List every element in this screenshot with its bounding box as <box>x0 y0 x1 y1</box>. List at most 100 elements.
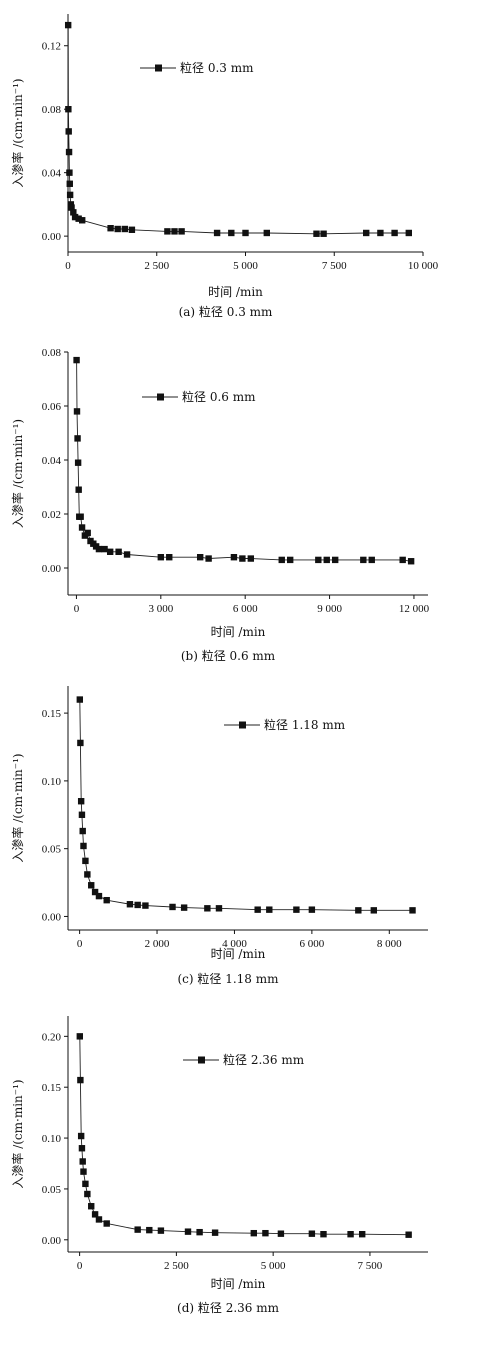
data-point <box>121 225 128 233</box>
x-tick-label: 6 000 <box>299 938 324 950</box>
data-point <box>126 901 134 908</box>
data-point <box>157 1227 165 1234</box>
data-point <box>277 1230 285 1237</box>
x-tick-label: 10 000 <box>408 260 439 272</box>
chart-panel-4: 0 2 500 5 000 7 500 0.00 0.05 0.10 0.15 0.20 入渗率 … <box>10 1016 428 1315</box>
data-point <box>68 204 75 211</box>
data-point <box>166 554 173 561</box>
data-point <box>114 225 121 233</box>
data-point <box>228 229 235 237</box>
y-tick-label: 0.20 <box>42 1031 62 1043</box>
data-point <box>95 545 103 553</box>
data-point <box>196 554 204 561</box>
data-point <box>250 1229 258 1237</box>
data-point <box>75 486 82 493</box>
data-point <box>82 1180 89 1188</box>
legend-label: 粒径 0.3 mm <box>180 60 254 75</box>
data-point <box>106 548 114 555</box>
panel-caption: (c) 粒径 1.18 mm <box>177 971 279 986</box>
y-tick-label: 0.00 <box>42 1235 62 1247</box>
data-point <box>266 906 273 913</box>
x-tick-label: 0 <box>74 603 80 615</box>
y-tick-label: 0.15 <box>42 708 62 720</box>
x-axis-label: 时间 /min <box>211 625 266 639</box>
data-point <box>78 1145 86 1152</box>
data-point <box>128 226 136 233</box>
data-point <box>82 857 89 865</box>
data-point <box>79 217 86 224</box>
data-point <box>66 169 73 176</box>
data-point <box>205 555 212 562</box>
data-point <box>66 191 74 199</box>
data-point <box>204 905 211 912</box>
y-tick-label: 0.12 <box>42 41 61 53</box>
data-point <box>65 148 73 156</box>
data-point <box>320 230 327 237</box>
y-tick-label: 0.10 <box>42 776 62 788</box>
data-point <box>73 408 81 415</box>
data-point <box>247 555 255 562</box>
data-point <box>331 556 339 564</box>
data-point <box>377 229 384 237</box>
x-tick-label: 9 000 <box>317 603 342 615</box>
x-axis-label: 时间 /min <box>211 947 266 961</box>
data-point <box>178 228 185 235</box>
data-point <box>95 1216 103 1223</box>
data-point <box>74 435 81 442</box>
x-tick-label: 2 500 <box>144 260 169 272</box>
x-tick-label: 5 000 <box>233 260 258 272</box>
data-point <box>80 842 87 850</box>
data-point <box>308 1230 316 1237</box>
x-tick-label: 2 500 <box>164 1260 189 1272</box>
panel-caption: (a) 粒径 0.3 mm <box>179 304 273 319</box>
data-point <box>320 1230 327 1238</box>
data-point <box>66 180 73 187</box>
data-point <box>78 524 86 531</box>
legend-label: 粒径 0.6 mm <box>182 389 256 404</box>
data-point <box>103 1220 110 1227</box>
data-point <box>263 229 270 237</box>
data-point <box>95 892 103 900</box>
chart-panel-1: 0 2 500 5 000 7 500 10 000 0.00 0.04 0.08 0.12 入渗… <box>10 14 439 319</box>
data-point <box>347 1230 354 1238</box>
x-tick-label: 12 000 <box>399 603 430 615</box>
data-point <box>278 556 285 564</box>
y-tick-label: 0.15 <box>42 1082 62 1094</box>
x-tick-label: 4 000 <box>222 938 247 950</box>
data-point <box>75 215 82 222</box>
data-point <box>77 1132 85 1140</box>
x-axis-label: 时间 /min <box>211 1277 266 1291</box>
data-point <box>84 1190 91 1198</box>
data-point <box>91 888 99 896</box>
data-point <box>407 558 415 565</box>
y-tick-label: 0.00 <box>42 563 62 575</box>
y-tick-label: 0.08 <box>42 347 62 359</box>
data-point <box>77 798 85 805</box>
data-point <box>115 548 122 555</box>
data-point <box>103 896 110 904</box>
y-axis-label: 入渗率 /(cm·min⁻¹) <box>10 1079 25 1188</box>
data-point <box>91 1211 99 1218</box>
x-axis-label: 时间 /min <box>208 285 263 299</box>
data-point <box>134 1226 141 1233</box>
x-tick-label: 0 <box>77 938 83 950</box>
data-point <box>230 554 238 561</box>
data-point <box>399 556 406 564</box>
legend-label: 粒径 2.36 mm <box>223 1052 305 1067</box>
data-point <box>123 551 131 558</box>
data-point <box>391 229 398 237</box>
data-point <box>171 228 178 235</box>
data-point <box>157 554 165 561</box>
data-point <box>315 556 322 564</box>
data-point <box>262 1229 269 1237</box>
y-axis-label: 入渗率 /(cm·min⁻¹) <box>10 753 25 862</box>
data-point <box>360 556 367 564</box>
x-tick-label: 6 000 <box>233 603 258 615</box>
chart-panel-2: 0 3 000 6 000 9 000 12 000 0.00 0.02 0.04 0.06 0.… <box>10 347 430 663</box>
y-axis-label: 入渗率 /(cm·min⁻¹) <box>10 78 25 187</box>
data-point <box>293 906 300 913</box>
data-point <box>84 871 91 878</box>
data-point <box>79 1158 86 1165</box>
data-point <box>409 907 416 914</box>
